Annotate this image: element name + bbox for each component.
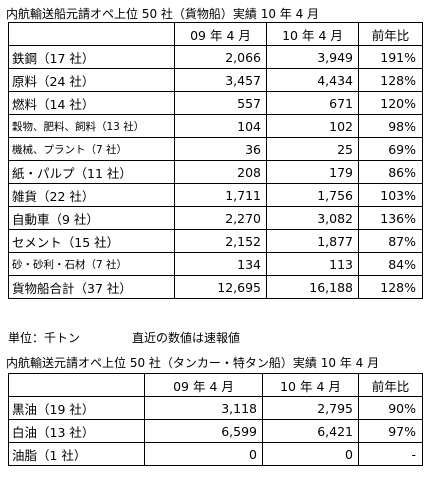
- cell-10: 1,756: [266, 183, 359, 207]
- cell-09: 2,152: [174, 229, 267, 253]
- cell-09: 3,457: [174, 68, 267, 92]
- table-row: 自動車（9 社） 2,270 3,082 136%: [8, 206, 423, 230]
- header-10: 10 年 4 月: [266, 22, 359, 46]
- cell-ratio: 128%: [358, 275, 423, 299]
- table-row: 油脂（1 社） 0 0 -: [8, 442, 423, 466]
- cell-09: 1,711: [174, 183, 267, 207]
- cell-ratio: 98%: [358, 114, 423, 138]
- table-header-row: 09 年 4 月 10 年 4 月 前年比: [8, 22, 423, 46]
- row-label: 穀物、肥料、飼料（13 社）: [8, 114, 175, 138]
- cell-10: 2,795: [262, 396, 359, 420]
- cell-10: 179: [266, 160, 359, 184]
- row-label: 黒油（19 社）: [8, 396, 145, 420]
- cell-09: 36: [174, 137, 267, 161]
- cell-09: 208: [174, 160, 267, 184]
- cell-10: 25: [266, 137, 359, 161]
- cell-10: 16,188: [266, 275, 359, 299]
- table-row: 燃料（14 社） 557 671 120%: [8, 91, 423, 115]
- row-label: 白油（13 社）: [8, 419, 145, 443]
- table-row: 紙・パルプ（11 社） 208 179 86%: [8, 160, 423, 184]
- header-ratio: 前年比: [358, 373, 423, 397]
- cell-09: 2,066: [174, 45, 267, 69]
- cell-ratio: 97%: [358, 419, 423, 443]
- table-row: 雑貨（22 社） 1,711 1,756 103%: [8, 183, 423, 207]
- cell-09: 134: [174, 252, 267, 276]
- table-row: 白油（13 社） 6,599 6,421 97%: [8, 419, 423, 443]
- row-label: セメント（15 社）: [8, 229, 175, 253]
- header-ratio: 前年比: [358, 22, 423, 46]
- row-label: 機械、プラント（7 社）: [8, 137, 175, 161]
- cell-10: 4,434: [266, 68, 359, 92]
- cell-ratio: 86%: [358, 160, 423, 184]
- header-corner: [8, 373, 145, 397]
- cell-ratio: 87%: [358, 229, 423, 253]
- cargo-ship-table: 09 年 4 月 10 年 4 月 前年比 鉄鋼（17 社） 2,066 3,9…: [8, 22, 423, 299]
- preliminary-note: 直近の数値は速報値: [132, 331, 241, 345]
- cell-10: 102: [266, 114, 359, 138]
- cell-ratio: 191%: [358, 45, 423, 69]
- table-row: 鉄鋼（17 社） 2,066 3,949 191%: [8, 45, 423, 69]
- cell-09: 12,695: [174, 275, 267, 299]
- cell-ratio: 84%: [358, 252, 423, 276]
- cell-10: 3,082: [266, 206, 359, 230]
- cell-ratio: 90%: [358, 396, 423, 420]
- cell-ratio: 128%: [358, 68, 423, 92]
- cell-09: 104: [174, 114, 267, 138]
- header-corner: [8, 22, 175, 46]
- header-10: 10 年 4 月: [262, 373, 359, 397]
- table-row: 砂・砂利・石材（7 社） 134 113 84%: [8, 252, 423, 276]
- tanker-table: 09 年 4 月 10 年 4 月 前年比 黒油（19 社） 3,118 2,7…: [8, 373, 423, 466]
- cell-10: 6,421: [262, 419, 359, 443]
- cell-ratio: 120%: [358, 91, 423, 115]
- cell-ratio: 69%: [358, 137, 423, 161]
- cell-09: 2,270: [174, 206, 267, 230]
- cell-09: 6,599: [144, 419, 263, 443]
- row-label: 原料（24 社）: [8, 68, 175, 92]
- cell-10: 1,877: [266, 229, 359, 253]
- cell-10: 3,949: [266, 45, 359, 69]
- cell-10: 0: [262, 442, 359, 466]
- cell-ratio: 103%: [358, 183, 423, 207]
- row-label: 鉄鋼（17 社）: [8, 45, 175, 69]
- table1-title: 内航輸送船元請オペ上位 50 社（貨物船）実績 10 年 4 月: [6, 7, 320, 21]
- table2-title: 内航輸送元請オペ上位 50 社（タンカー・特タン船）実績 10 年 4 月: [6, 356, 380, 370]
- cell-09: 557: [174, 91, 267, 115]
- unit-label: 単位：千トン: [8, 331, 81, 345]
- row-label: 紙・パルプ（11 社）: [8, 160, 175, 184]
- row-label: 油脂（1 社）: [8, 442, 145, 466]
- cell-09: 3,118: [144, 396, 263, 420]
- cell-10: 113: [266, 252, 359, 276]
- table-row: 黒油（19 社） 3,118 2,795 90%: [8, 396, 423, 420]
- unit-note: 単位：千トン 直近の数値は速報値: [8, 329, 240, 346]
- cell-ratio: -: [358, 442, 423, 466]
- table-row: 穀物、肥料、飼料（13 社） 104 102 98%: [8, 114, 423, 138]
- row-label: 燃料（14 社）: [8, 91, 175, 115]
- cell-09: 0: [144, 442, 263, 466]
- cell-ratio: 136%: [358, 206, 423, 230]
- row-label: 貨物船合計（37 社）: [8, 275, 175, 299]
- cell-10: 671: [266, 91, 359, 115]
- table-header-row: 09 年 4 月 10 年 4 月 前年比: [8, 373, 423, 397]
- header-09: 09 年 4 月: [144, 373, 263, 397]
- row-label: 自動車（9 社）: [8, 206, 175, 230]
- table-total-row: 貨物船合計（37 社） 12,695 16,188 128%: [8, 275, 423, 299]
- header-09: 09 年 4 月: [174, 22, 267, 46]
- row-label: 雑貨（22 社）: [8, 183, 175, 207]
- table-row: セメント（15 社） 2,152 1,877 87%: [8, 229, 423, 253]
- row-label: 砂・砂利・石材（7 社）: [8, 252, 175, 276]
- table-row: 原料（24 社） 3,457 4,434 128%: [8, 68, 423, 92]
- table-row: 機械、プラント（7 社） 36 25 69%: [8, 137, 423, 161]
